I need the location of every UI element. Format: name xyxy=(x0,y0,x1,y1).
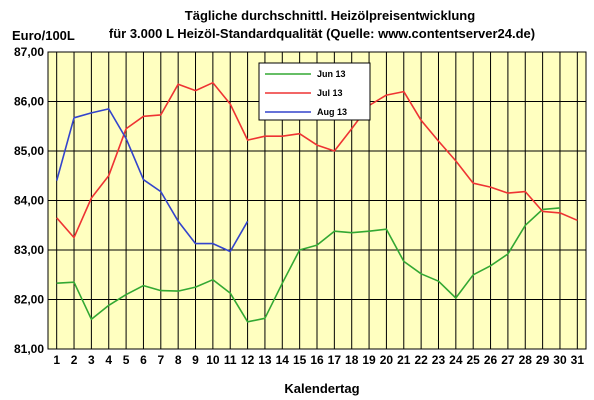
x-tick-label: 10 xyxy=(206,353,220,367)
x-tick-label: 22 xyxy=(414,353,428,367)
x-tick-label: 29 xyxy=(536,353,550,367)
x-tick-label: 16 xyxy=(310,353,324,367)
x-tick-label: 1 xyxy=(53,353,60,367)
x-tick-label: 2 xyxy=(71,353,78,367)
chart-title: Tägliche durchschnittl. Heizölpreisentwi… xyxy=(185,8,475,23)
x-tick-label: 21 xyxy=(397,353,411,367)
x-tick-label: 6 xyxy=(140,353,147,367)
x-tick-labels: 1 2 3 4 5 6 7 8 9 10 11 12 13 14 15 16 17 18 19 20 21 22 23 24 2… xyxy=(53,353,584,367)
x-tick-label: 4 xyxy=(105,353,112,367)
chart-subtitle: für 3.000 L Heizöl-Standardqualität (Que… xyxy=(109,26,535,41)
legend: Jun 13 Jul 13 Aug 13 xyxy=(258,62,371,121)
x-tick-label: 17 xyxy=(328,353,342,367)
x-tick-label: 15 xyxy=(293,353,307,367)
y-tick-label: 82,00 xyxy=(14,293,44,307)
plot-frame xyxy=(47,51,587,350)
legend-label: Aug 13 xyxy=(317,107,347,117)
x-tick-label: 19 xyxy=(362,353,376,367)
y-tick-label: 87,00 xyxy=(14,45,44,59)
x-tick-label: 5 xyxy=(123,353,130,367)
x-tick-label: 8 xyxy=(175,353,182,367)
x-tick-label: 13 xyxy=(258,353,272,367)
x-tick-label: 7 xyxy=(157,353,164,367)
x-tick-label: 23 xyxy=(432,353,446,367)
legend-label: Jul 13 xyxy=(317,88,343,98)
series-line-aug-13 xyxy=(55,108,249,253)
x-tick-label: 30 xyxy=(553,353,567,367)
series-group xyxy=(55,81,578,323)
x-tick-label: 25 xyxy=(467,353,481,367)
x-tick-label: 20 xyxy=(380,353,394,367)
x-axis-label: Kalendertag xyxy=(284,381,359,396)
y-tick-label: 86,00 xyxy=(14,95,44,109)
y-axis-label: Euro/100L xyxy=(12,28,75,43)
legend-label: Jun 13 xyxy=(317,69,346,79)
x-tick-label: 18 xyxy=(345,353,359,367)
y-tick-label: 85,00 xyxy=(14,144,44,158)
x-tick-label: 14 xyxy=(276,353,290,367)
y-tick-label: 81,00 xyxy=(14,342,44,356)
x-tick-label: 31 xyxy=(571,353,585,367)
x-tick-label: 26 xyxy=(484,353,498,367)
series-line-jun-13 xyxy=(56,207,561,323)
y-tick-labels: 81,00 82,00 83,00 84,00 85,00 86,00 87,00 xyxy=(14,45,44,356)
x-tick-label: 9 xyxy=(192,353,199,367)
x-tick-label: 28 xyxy=(519,353,533,367)
x-tick-label: 3 xyxy=(88,353,95,367)
x-tick-label: 27 xyxy=(501,353,515,367)
x-tick-label: 11 xyxy=(224,353,237,367)
x-tick-label: 24 xyxy=(449,353,463,367)
series-line-jul-13 xyxy=(56,81,578,239)
legend-box xyxy=(258,62,371,121)
x-tick-label: 12 xyxy=(241,353,255,367)
y-tick-label: 83,00 xyxy=(14,243,44,257)
y-tick-label: 84,00 xyxy=(14,194,44,208)
